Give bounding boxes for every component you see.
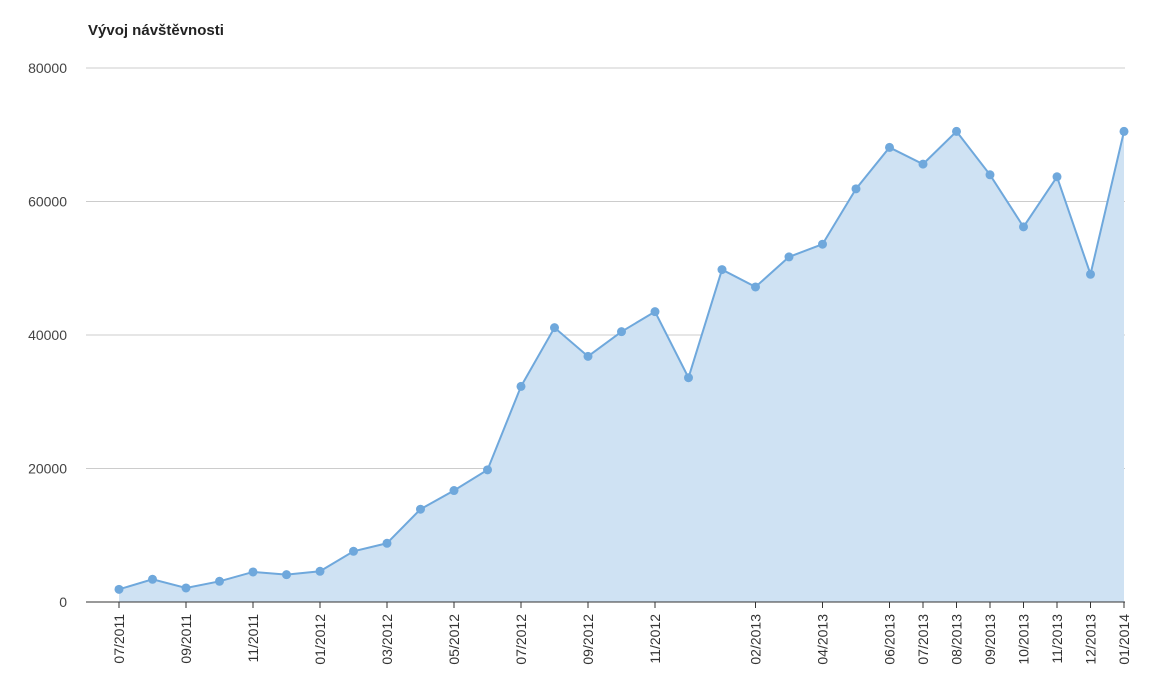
data-point: [818, 239, 827, 249]
x-tick-label: 07/2011: [111, 614, 127, 664]
data-point: [349, 546, 358, 556]
data-point: [550, 323, 559, 333]
y-tick-label: 0: [59, 594, 67, 610]
data-point: [1019, 222, 1028, 232]
x-tick-label: 09/2011: [178, 614, 194, 664]
data-point: [416, 504, 425, 514]
x-tick-label: 08/2013: [949, 614, 965, 665]
x-tick-label: 05/2012: [446, 614, 462, 665]
data-point: [751, 282, 760, 292]
data-point: [1086, 269, 1095, 279]
x-tick-label: 07/2012: [513, 614, 529, 665]
y-tick-label: 60000: [28, 194, 67, 210]
x-tick-label: 11/2012: [647, 614, 663, 664]
data-point: [717, 265, 727, 275]
data-point: [985, 170, 995, 180]
data-point: [516, 381, 526, 391]
data-point: [315, 566, 325, 576]
y-tick-label: 80000: [28, 60, 67, 76]
x-tick-label: 02/2013: [748, 614, 764, 665]
x-tick-label: 03/2012: [379, 614, 395, 665]
data-point: [215, 576, 224, 586]
x-axis-tick-marks-and-labels: 07/2011 09/2011 11/2011 01/2012 03/2012 05/20…: [111, 602, 1132, 665]
chart-title: Vývoj návštěvnosti: [88, 22, 224, 39]
x-tick-label: 06/2013: [882, 614, 898, 665]
data-point: [650, 307, 660, 317]
data-point: [684, 373, 693, 383]
data-point: [851, 184, 861, 194]
data-point: [483, 465, 492, 475]
data-point: [952, 126, 961, 136]
data-point: [248, 567, 258, 577]
data-point: [617, 327, 626, 337]
data-point: [1052, 172, 1062, 182]
x-tick-label: 09/2012: [580, 614, 596, 665]
data-point: [282, 570, 291, 580]
x-tick-label: 07/2013: [915, 614, 931, 665]
visits-area-fill: [119, 131, 1124, 602]
y-tick-label: 40000: [28, 327, 67, 343]
data-point: [148, 574, 157, 584]
x-tick-label: 11/2011: [245, 614, 261, 663]
y-axis-tick-labels: 80000 60000 40000 20000 0: [28, 60, 67, 610]
x-tick-label: 01/2014: [1116, 614, 1132, 665]
y-tick-label: 20000: [28, 461, 67, 477]
data-point: [114, 584, 124, 594]
data-point: [583, 351, 593, 361]
x-tick-label: 01/2012: [312, 614, 328, 665]
data-point: [181, 583, 191, 593]
data-point: [382, 538, 392, 548]
data-points: [114, 126, 1129, 594]
data-point: [784, 252, 794, 262]
data-point: [918, 159, 928, 169]
x-tick-label: 09/2013: [982, 614, 998, 665]
data-point: [449, 486, 459, 496]
data-point: [885, 142, 894, 152]
x-tick-label: 10/2013: [1016, 614, 1032, 665]
data-point: [1119, 126, 1129, 136]
x-tick-label: 04/2013: [815, 614, 831, 665]
x-tick-label: 11/2013: [1049, 614, 1065, 664]
x-tick-label: 12/2013: [1083, 614, 1099, 665]
